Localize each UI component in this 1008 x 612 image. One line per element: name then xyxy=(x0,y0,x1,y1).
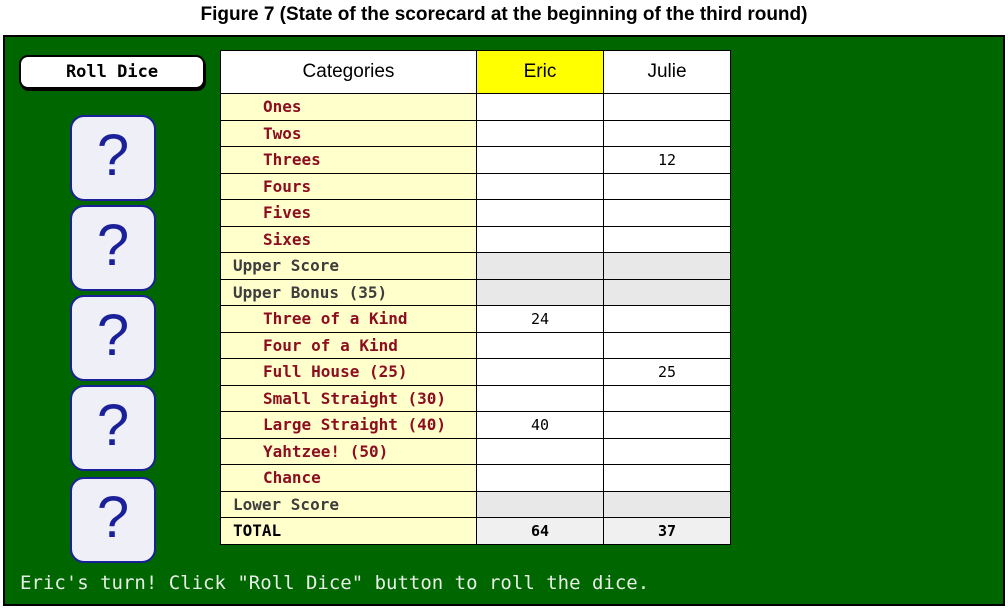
score-cell-julie[interactable] xyxy=(603,93,731,121)
category-label[interactable]: Three of a Kind xyxy=(220,305,477,333)
score-cell-eric[interactable] xyxy=(476,437,604,465)
scorecard-row: Small Straight (30) xyxy=(220,384,731,412)
scorecard-row: Upper Score xyxy=(220,252,731,280)
status-message: Eric's turn! Click "Roll Dice" button to… xyxy=(20,572,650,594)
category-label[interactable]: Twos xyxy=(220,119,477,147)
score-cell-julie xyxy=(603,278,731,306)
die-5[interactable]: ? xyxy=(70,477,156,563)
scorecard-row: Yahtzee! (50) xyxy=(220,437,731,465)
category-label: Upper Score xyxy=(220,252,477,280)
scorecard-row: Upper Bonus (35) xyxy=(220,278,731,306)
category-label[interactable]: Chance xyxy=(220,464,477,492)
score-cell-eric[interactable]: 40 xyxy=(476,411,604,439)
score-cell-julie[interactable]: 25 xyxy=(603,358,731,386)
scorecard-header-row: Categories Eric Julie xyxy=(220,50,731,94)
category-label: Lower Score xyxy=(220,490,477,518)
score-cell-eric[interactable] xyxy=(476,119,604,147)
score-cell-eric[interactable] xyxy=(476,384,604,412)
score-cell-julie xyxy=(603,490,731,518)
category-label[interactable]: Full House (25) xyxy=(220,358,477,386)
score-cell-eric[interactable] xyxy=(476,199,604,227)
score-cell-julie: 37 xyxy=(603,517,731,545)
score-cell-julie[interactable] xyxy=(603,384,731,412)
scorecard-row: Four of a Kind xyxy=(220,331,731,359)
score-cell-julie[interactable] xyxy=(603,119,731,147)
score-cell-eric xyxy=(476,278,604,306)
roll-dice-button[interactable]: Roll Dice xyxy=(19,55,205,89)
score-cell-julie[interactable] xyxy=(603,225,731,253)
scorecard-row: Twos xyxy=(220,119,731,147)
score-cell-eric[interactable] xyxy=(476,331,604,359)
die-face: ? xyxy=(96,303,130,368)
category-label[interactable]: Large Straight (40) xyxy=(220,411,477,439)
score-cell-eric: 64 xyxy=(476,517,604,545)
category-label[interactable]: Small Straight (30) xyxy=(220,384,477,412)
scorecard-row: Threes 12 xyxy=(220,146,731,174)
score-cell-julie[interactable] xyxy=(603,411,731,439)
score-cell-julie[interactable] xyxy=(603,199,731,227)
scorecard-row: Large Straight (40) 40 xyxy=(220,411,731,439)
score-cell-eric[interactable] xyxy=(476,464,604,492)
scorecard-row: TOTAL 64 37 xyxy=(220,517,731,545)
score-cell-eric xyxy=(476,490,604,518)
category-label[interactable]: Fives xyxy=(220,199,477,227)
die-1[interactable]: ? xyxy=(70,115,156,201)
score-cell-eric xyxy=(476,252,604,280)
score-cell-julie[interactable] xyxy=(603,305,731,333)
scorecard-row: Ones xyxy=(220,93,731,121)
die-face: ? xyxy=(96,123,130,188)
die-3[interactable]: ? xyxy=(70,295,156,381)
score-cell-eric[interactable] xyxy=(476,146,604,174)
score-cell-julie[interactable] xyxy=(603,437,731,465)
scorecard-row: Chance xyxy=(220,464,731,492)
die-2[interactable]: ? xyxy=(70,205,156,291)
score-cell-julie[interactable] xyxy=(603,331,731,359)
score-cell-julie[interactable] xyxy=(603,172,731,200)
figure-title: Figure 7 (State of the scorecard at the … xyxy=(200,4,808,25)
score-cell-eric[interactable]: 24 xyxy=(476,305,604,333)
score-cell-julie xyxy=(603,252,731,280)
scorecard-row: Sixes xyxy=(220,225,731,253)
header-player-julie: Julie xyxy=(603,50,731,94)
category-label[interactable]: Yahtzee! (50) xyxy=(220,437,477,465)
category-label: Upper Bonus (35) xyxy=(220,278,477,306)
scorecard-table: Categories Eric Julie Ones Twos Threes 12 Fo… xyxy=(220,50,731,545)
scorecard-row: Fours xyxy=(220,172,731,200)
header-player-eric: Eric xyxy=(476,50,604,94)
scorecard-row: Lower Score xyxy=(220,490,731,518)
score-cell-julie[interactable]: 12 xyxy=(603,146,731,174)
die-face: ? xyxy=(96,213,130,278)
die-4[interactable]: ? xyxy=(70,385,156,471)
scorecard-row: Full House (25) 25 xyxy=(220,358,731,386)
score-cell-julie[interactable] xyxy=(603,464,731,492)
category-label[interactable]: Ones xyxy=(220,93,477,121)
die-face: ? xyxy=(96,393,130,458)
scorecard-row: Fives xyxy=(220,199,731,227)
header-categories: Categories xyxy=(220,50,477,94)
category-label[interactable]: Fours xyxy=(220,172,477,200)
category-label: TOTAL xyxy=(220,517,477,545)
score-cell-eric[interactable] xyxy=(476,93,604,121)
score-cell-eric[interactable] xyxy=(476,225,604,253)
score-cell-eric[interactable] xyxy=(476,172,604,200)
score-cell-eric[interactable] xyxy=(476,358,604,386)
category-label[interactable]: Threes xyxy=(220,146,477,174)
die-face: ? xyxy=(96,485,130,550)
scorecard-row: Three of a Kind 24 xyxy=(220,305,731,333)
category-label[interactable]: Four of a Kind xyxy=(220,331,477,359)
category-label[interactable]: Sixes xyxy=(220,225,477,253)
